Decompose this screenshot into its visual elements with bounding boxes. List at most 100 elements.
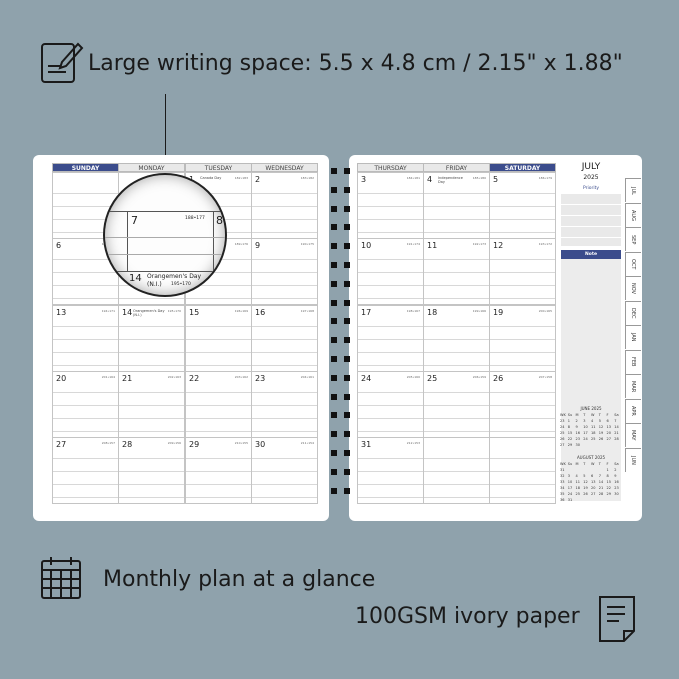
writing-line xyxy=(490,352,555,353)
mini-row: 26 22 23 24 25 26 27 28 xyxy=(560,437,622,443)
tab-feb[interactable]: FEB xyxy=(625,349,641,374)
day-number: 22 xyxy=(189,374,200,383)
mini-header-cell: T xyxy=(583,462,586,466)
day-count: 204•161 xyxy=(300,375,314,379)
spiral-hole xyxy=(344,318,350,325)
writing-line xyxy=(490,471,555,472)
sidebar-year: 2025 xyxy=(583,174,599,181)
day-cell[interactable]: 25 206•159 xyxy=(423,371,490,438)
spiral-hole xyxy=(331,280,337,287)
writing-line xyxy=(358,259,423,260)
tab-nov[interactable]: NOV xyxy=(625,276,641,300)
writing-line xyxy=(490,285,555,286)
writing-line xyxy=(186,471,251,472)
tab-jan[interactable]: JAN xyxy=(625,325,641,349)
day-cell[interactable]: 30 211•154 xyxy=(251,437,318,504)
writing-line xyxy=(358,365,423,366)
mini-cell xyxy=(614,498,622,504)
writing-line xyxy=(358,392,423,393)
mini-cell: 30 xyxy=(614,492,619,496)
tab-dec[interactable]: DEC xyxy=(625,300,641,325)
spiral-hole xyxy=(331,299,337,306)
writing-line xyxy=(490,326,555,327)
day-count: 210•155 xyxy=(234,441,248,445)
day-count: 197•168 xyxy=(300,309,314,313)
day-cell[interactable]: 4 185•180 Independence Day xyxy=(423,172,490,239)
day-cell[interactable] xyxy=(489,437,556,504)
day-cell[interactable]: 28 209•156 xyxy=(118,437,185,504)
spiral-hole xyxy=(344,337,350,344)
day-cell[interactable]: 18 199•166 xyxy=(423,305,490,372)
mini-header-cell: WK xyxy=(560,413,566,417)
day-cell[interactable]: 2 183•182 xyxy=(251,172,318,239)
writing-line xyxy=(358,418,423,419)
writing-line xyxy=(358,471,423,472)
day-cell[interactable]: 17 198•167 xyxy=(357,305,424,372)
mini-cell: 15 xyxy=(567,431,573,435)
day-cell[interactable]: 15 196•169 xyxy=(185,305,252,372)
writing-line xyxy=(252,206,317,207)
tab-jul[interactable]: JUL xyxy=(625,178,641,202)
writing-line xyxy=(252,272,317,273)
tab-oct[interactable]: OCT xyxy=(625,251,641,276)
tab-sep[interactable]: SEP xyxy=(625,227,641,251)
day-cell[interactable]: 19 200•165 xyxy=(489,305,556,372)
day-number: 19 xyxy=(493,308,504,317)
tab-may[interactable]: MAY xyxy=(625,423,641,447)
mini-cell: 24 xyxy=(583,437,588,441)
day-cell[interactable]: 29 210•155 xyxy=(185,437,252,504)
mini-row: 35 24 25 26 27 28 29 30 xyxy=(560,492,622,498)
mini-cell: 6 xyxy=(591,474,594,478)
day-cell[interactable]: 21 202•163 xyxy=(118,371,185,438)
writing-line xyxy=(186,405,251,406)
day-count: 194•171 xyxy=(101,309,115,313)
day-cell[interactable]: 16 197•168 xyxy=(251,305,318,372)
day-cell[interactable]: 3 184•181 xyxy=(357,172,424,239)
day-cell[interactable]: 10 191•174 xyxy=(357,238,424,305)
day-cell[interactable]: 13 194•171 xyxy=(52,305,119,372)
writing-line xyxy=(186,497,251,498)
day-cell[interactable]: 12 193•172 xyxy=(489,238,556,305)
day-number: 26 xyxy=(493,374,504,383)
tab-apr[interactable]: APR xyxy=(625,398,641,423)
writing-line xyxy=(490,339,555,340)
day-count: 185•180 xyxy=(472,176,486,180)
tab-jun[interactable]: JUN xyxy=(625,447,641,472)
day-cell[interactable] xyxy=(423,437,490,504)
day-number: 2 xyxy=(255,175,261,184)
day-cell[interactable]: 26 207•158 xyxy=(489,371,556,438)
mini-cell: 13 xyxy=(606,425,611,429)
mini-cell: 15 xyxy=(606,480,611,484)
mini-cell: 32 xyxy=(560,474,565,478)
day-cell[interactable]: 20 201•164 xyxy=(52,371,119,438)
day-number: 5 xyxy=(493,175,499,184)
day-cell[interactable]: 11 192•173 xyxy=(423,238,490,305)
mini-cell xyxy=(607,443,615,449)
writing-line xyxy=(252,298,317,299)
mini-cell: 33 xyxy=(560,480,565,484)
day-cell[interactable]: 5 186•179 xyxy=(489,172,556,239)
tab-mar[interactable]: MAR xyxy=(625,374,641,398)
writing-line xyxy=(252,285,317,286)
writing-line xyxy=(424,497,489,498)
spiral-hole xyxy=(331,431,337,438)
mini-cell xyxy=(614,443,622,449)
day-cell[interactable]: 27 208•157 xyxy=(52,437,119,504)
writing-line xyxy=(119,471,184,472)
day-cell[interactable]: 14 195•170 Orangemen's Day (N.I.) xyxy=(118,305,185,372)
writing-line xyxy=(424,365,489,366)
day-cell[interactable]: 31 212•153 xyxy=(357,437,424,504)
day-cell[interactable]: 9 190•175 xyxy=(251,238,318,305)
tab-aug[interactable]: AUG xyxy=(625,202,641,227)
mini-cell: 26 xyxy=(583,492,588,496)
day-cell[interactable]: 24 205•160 xyxy=(357,371,424,438)
day-cell[interactable]: 22 203•162 xyxy=(185,371,252,438)
writing-line xyxy=(186,392,251,393)
day-count: 211•154 xyxy=(300,441,314,445)
spiral-hole xyxy=(331,412,337,419)
spiral-hole xyxy=(331,168,337,174)
day-cell[interactable]: 23 204•161 xyxy=(251,371,318,438)
mini-cell: 4 xyxy=(575,474,578,478)
mini-cell: 9 xyxy=(614,474,617,478)
writing-line xyxy=(490,206,555,207)
